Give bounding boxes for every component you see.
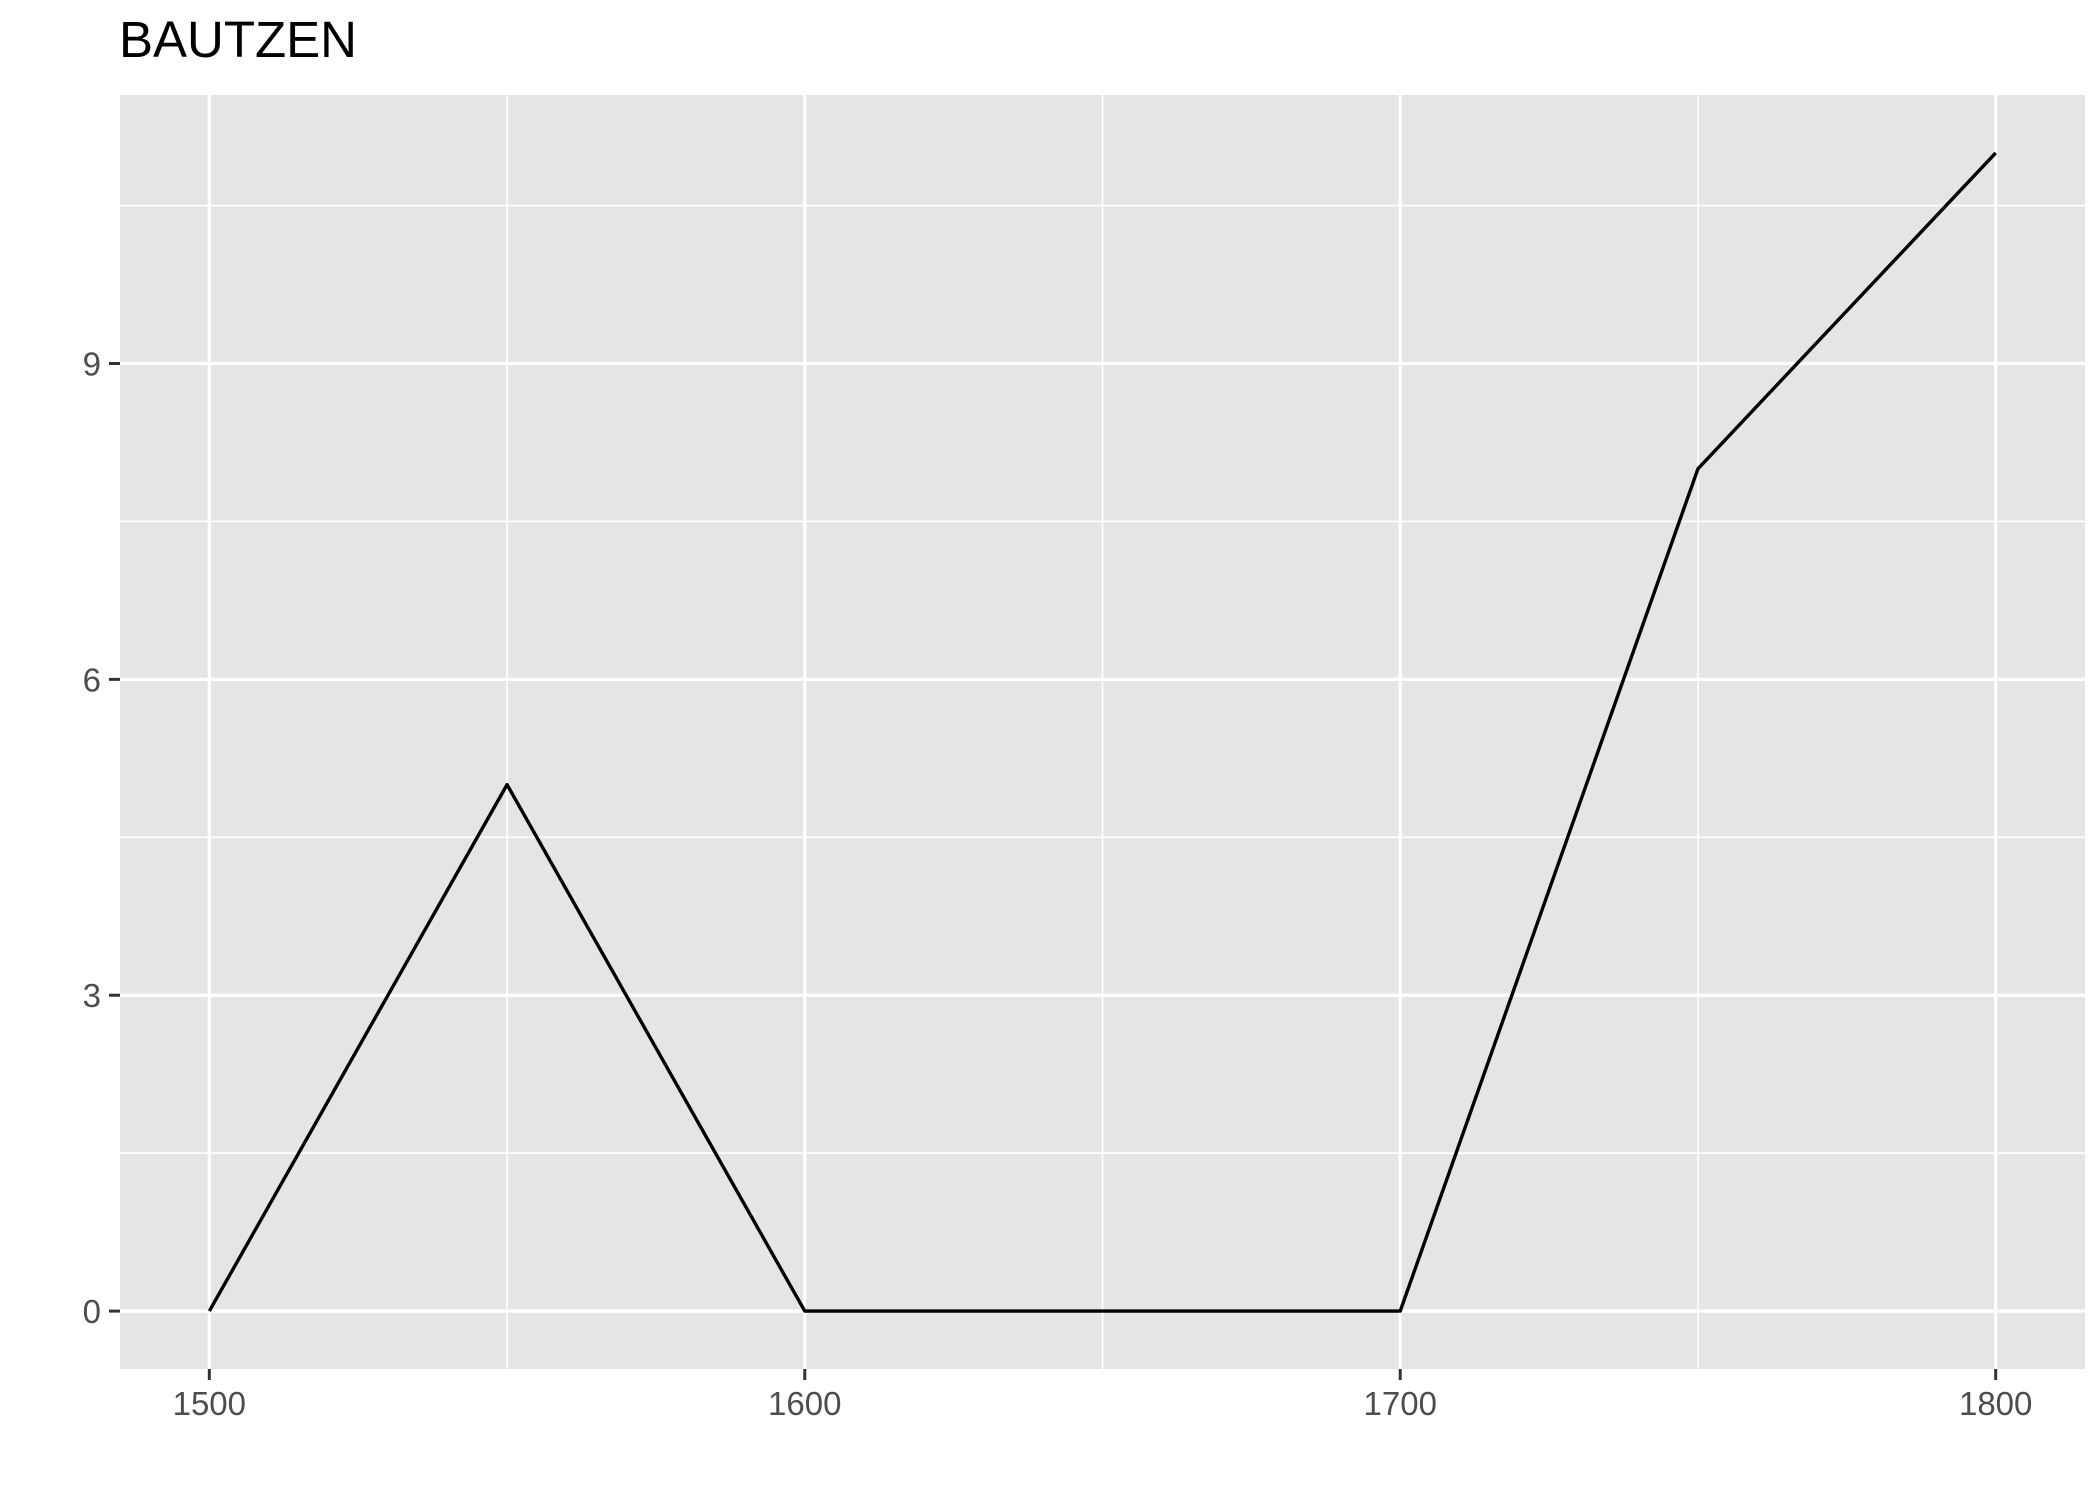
x-tick-label: 1600: [768, 1385, 841, 1422]
minor-gridlines: [120, 95, 2085, 1369]
y-tick-label: 0: [83, 1293, 101, 1330]
x-tick-label: 1500: [173, 1385, 246, 1422]
y-tick-label: 9: [83, 345, 101, 382]
series-line: [207, 151, 1997, 1313]
chart-title: BAUTZEN: [119, 11, 358, 68]
series-layer: [207, 151, 1997, 1313]
x-tick-label: 1800: [1959, 1385, 2032, 1422]
x-axis: 1500 1600 1700 1800: [173, 1369, 2032, 1422]
y-tick-label: 3: [83, 977, 101, 1014]
y-axis: 0 3 6 9: [83, 345, 120, 1330]
y-tick-label: 6: [83, 661, 101, 698]
x-tick-label: 1700: [1364, 1385, 1437, 1422]
